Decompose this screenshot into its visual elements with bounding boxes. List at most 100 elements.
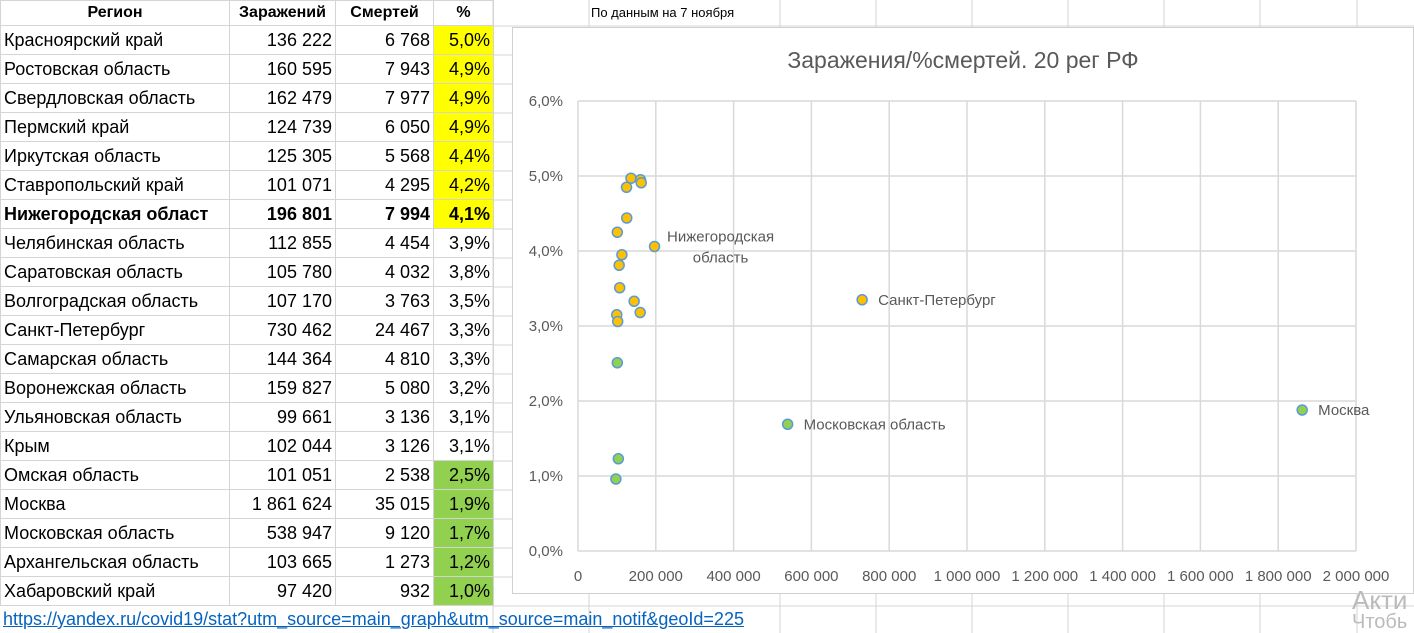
cell-cases[interactable]: 97 420 (229, 576, 336, 606)
data-point[interactable] (611, 315, 624, 328)
cell-region[interactable]: Свердловская область (0, 83, 230, 113)
cell-deaths[interactable]: 932 (335, 576, 434, 606)
data-point[interactable] (634, 306, 646, 319)
data-point[interactable] (620, 181, 633, 193)
cell-region[interactable]: Ульяновская область (0, 402, 230, 432)
cell-region[interactable]: Нижегородская област (0, 199, 230, 229)
cell-cases[interactable]: 101 051 (229, 460, 336, 490)
cell-cases[interactable]: 99 661 (229, 402, 336, 432)
cell-pct[interactable]: 4,2% (433, 170, 494, 200)
cell-cases[interactable]: 103 665 (229, 547, 336, 577)
cell-region[interactable]: Челябинская область (0, 228, 230, 258)
cell-cases[interactable]: 101 071 (229, 170, 336, 200)
cell-pct[interactable]: 3,5% (433, 286, 494, 316)
cell-deaths[interactable]: 2 538 (335, 460, 434, 490)
cell-cases[interactable]: 1 861 624 (229, 489, 336, 519)
data-point[interactable] (781, 418, 794, 430)
cell-cases[interactable]: 159 827 (229, 373, 336, 403)
cell-deaths[interactable]: 5 568 (335, 141, 434, 171)
cell-deaths[interactable]: 5 080 (335, 373, 434, 403)
cell-region[interactable]: Хабаровский край (0, 576, 230, 606)
data-point[interactable] (610, 473, 622, 485)
cell-cases[interactable]: 105 780 (229, 257, 336, 287)
cell-deaths[interactable]: 7 943 (335, 54, 434, 84)
cell-pct[interactable]: 3,1% (433, 431, 494, 461)
cell-region[interactable]: Ростовская область (0, 54, 230, 84)
data-point[interactable] (612, 453, 625, 465)
cell-deaths[interactable]: 4 454 (335, 228, 434, 258)
cell-region[interactable]: Пермский край (0, 112, 230, 142)
cell-pct[interactable]: 4,9% (433, 112, 494, 142)
cell-deaths[interactable]: 7 994 (335, 199, 434, 229)
data-point[interactable] (613, 282, 626, 294)
header-pct[interactable]: % (433, 0, 494, 26)
cell-cases[interactable]: 162 479 (229, 83, 336, 113)
data-point[interactable] (648, 240, 661, 253)
cell-cases[interactable]: 196 801 (229, 199, 336, 229)
data-point[interactable] (635, 177, 647, 189)
cell-pct[interactable]: 1,2% (433, 547, 494, 577)
cell-cases[interactable]: 112 855 (229, 228, 336, 258)
cell-cases[interactable]: 107 170 (229, 286, 336, 316)
cell-cases[interactable]: 124 739 (229, 112, 336, 142)
cell-deaths[interactable]: 1 273 (335, 547, 434, 577)
cell-region[interactable]: Московская область (0, 518, 230, 548)
data-point[interactable] (616, 249, 628, 261)
scatter-chart[interactable]: Заражения/%смертей. 20 рег РФ 0 200 000 400… (512, 27, 1414, 594)
cell-pct[interactable]: 4,9% (433, 83, 494, 113)
data-point[interactable] (856, 294, 868, 306)
cell-cases[interactable]: 730 462 (229, 315, 336, 345)
header-cases[interactable]: Заражений (229, 0, 336, 26)
data-point[interactable] (620, 212, 633, 224)
header-deaths[interactable]: Смертей (335, 0, 434, 26)
cell-region[interactable]: Самарская область (0, 344, 230, 374)
cell-cases[interactable]: 160 595 (229, 54, 336, 84)
cell-region[interactable]: Красноярский край (0, 25, 230, 55)
cell-region[interactable]: Санкт-Петербург (0, 315, 230, 345)
cell-pct[interactable]: 3,2% (433, 373, 494, 403)
cell-pct[interactable]: 1,7% (433, 518, 494, 548)
cell-cases[interactable]: 102 044 (229, 431, 336, 461)
data-point[interactable] (628, 295, 640, 307)
data-point[interactable] (611, 226, 624, 238)
data-point[interactable] (613, 259, 625, 271)
cell-pct[interactable]: 3,9% (433, 228, 494, 258)
cell-deaths[interactable]: 4 810 (335, 344, 434, 374)
cell-deaths[interactable]: 4 295 (335, 170, 434, 200)
cell-deaths[interactable]: 9 120 (335, 518, 434, 548)
cell-region[interactable]: Воронежская область (0, 373, 230, 403)
cell-deaths[interactable]: 7 977 (335, 83, 434, 113)
cell-deaths[interactable]: 3 136 (335, 402, 434, 432)
header-region[interactable]: Регион (0, 0, 230, 26)
cell-pct[interactable]: 3,8% (433, 257, 494, 287)
cell-pct[interactable]: 1,0% (433, 576, 494, 606)
cell-deaths[interactable]: 4 032 (335, 257, 434, 287)
cell-pct[interactable]: 3,3% (433, 315, 494, 345)
cell-pct[interactable]: 1,9% (433, 489, 494, 519)
cell-region[interactable]: Москва (0, 489, 230, 519)
source-link[interactable]: https://yandex.ru/covid19/stat?utm_sourc… (3, 609, 744, 629)
cell-cases[interactable]: 125 305 (229, 141, 336, 171)
cell-region[interactable]: Омская область (0, 460, 230, 490)
cell-region[interactable]: Крым (0, 431, 230, 461)
cell-region[interactable]: Ставропольский край (0, 170, 230, 200)
cell-pct[interactable]: 2,5% (433, 460, 494, 490)
cell-deaths[interactable]: 35 015 (335, 489, 434, 519)
cell-deaths[interactable]: 6 050 (335, 112, 434, 142)
data-point[interactable] (1296, 404, 1308, 416)
cell-deaths[interactable]: 3 763 (335, 286, 434, 316)
cell-region[interactable]: Иркутская область (0, 141, 230, 171)
cell-deaths[interactable]: 3 126 (335, 431, 434, 461)
cell-cases[interactable]: 144 364 (229, 344, 336, 374)
cell-pct[interactable]: 4,4% (433, 141, 494, 171)
cell-deaths[interactable]: 6 768 (335, 25, 434, 55)
cell-pct[interactable]: 4,1% (433, 199, 494, 229)
cell-pct[interactable]: 5,0% (433, 25, 494, 55)
cell-region[interactable]: Волгоградская область (0, 286, 230, 316)
cell-cases[interactable]: 136 222 (229, 25, 336, 55)
cell-pct[interactable]: 3,3% (433, 344, 494, 374)
cell-pct[interactable]: 3,1% (433, 402, 494, 432)
cell-pct[interactable]: 4,9% (433, 54, 494, 84)
cell-cases[interactable]: 538 947 (229, 518, 336, 548)
cell-region[interactable]: Саратовская область (0, 257, 230, 287)
